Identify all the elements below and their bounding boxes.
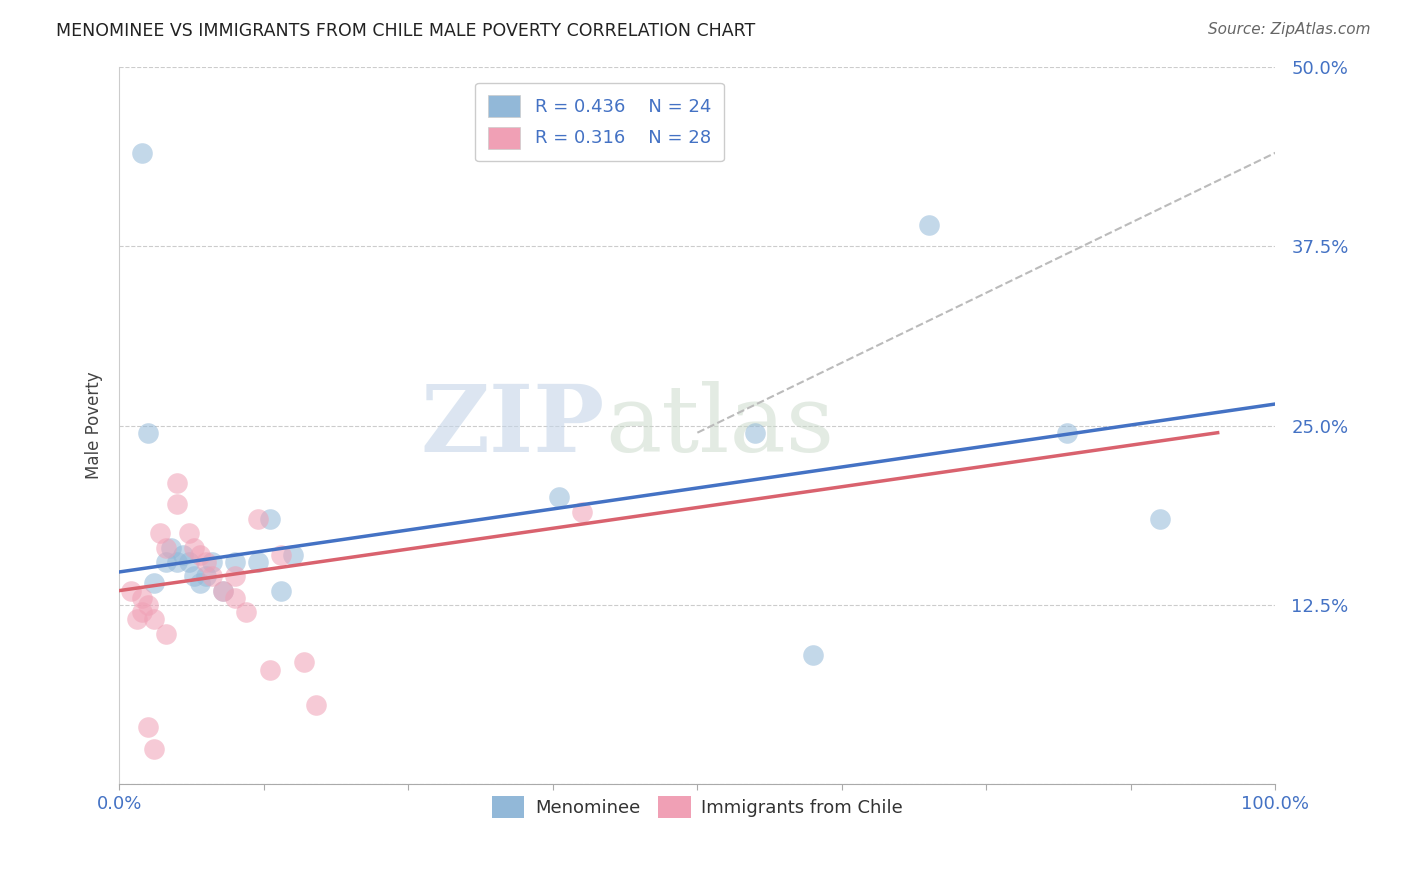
Point [136, 425, 159, 440]
Point [143, 612, 166, 626]
Point [131, 591, 153, 605]
Point [201, 555, 224, 569]
Point [160, 541, 183, 555]
Point [131, 145, 153, 160]
Point [188, 548, 211, 562]
Point [744, 425, 766, 440]
Point [136, 598, 159, 612]
Point [270, 548, 292, 562]
Text: ZIP: ZIP [420, 381, 605, 470]
Point [195, 569, 218, 583]
Point [259, 663, 281, 677]
Point [1149, 512, 1171, 526]
Point [188, 576, 211, 591]
Point [547, 491, 569, 505]
Point [201, 569, 224, 583]
Point [247, 555, 270, 569]
Point [155, 541, 177, 555]
Point [183, 569, 205, 583]
Point [917, 218, 939, 232]
Text: atlas: atlas [605, 381, 834, 470]
Point [305, 698, 328, 713]
Point [212, 583, 235, 598]
Point [120, 583, 142, 598]
Point [166, 498, 188, 512]
Point [281, 548, 304, 562]
Point [195, 555, 218, 569]
Point [292, 656, 315, 670]
Point [143, 741, 166, 756]
Point [136, 720, 159, 734]
Point [172, 548, 194, 562]
Point [259, 512, 281, 526]
Text: MENOMINEE VS IMMIGRANTS FROM CHILE MALE POVERTY CORRELATION CHART: MENOMINEE VS IMMIGRANTS FROM CHILE MALE … [56, 22, 755, 40]
Point [149, 526, 172, 541]
Point [166, 475, 188, 490]
Point [143, 576, 166, 591]
Point [155, 555, 177, 569]
Point [224, 591, 246, 605]
Point [131, 605, 153, 619]
Legend: Menominee, Immigrants from Chile: Menominee, Immigrants from Chile [484, 789, 911, 826]
Point [270, 583, 292, 598]
Point [125, 612, 148, 626]
Point [235, 605, 257, 619]
Point [166, 555, 188, 569]
Point [247, 512, 270, 526]
Point [1056, 425, 1078, 440]
Text: Source: ZipAtlas.com: Source: ZipAtlas.com [1208, 22, 1371, 37]
Point [183, 541, 205, 555]
Point [155, 626, 177, 640]
Point [177, 555, 200, 569]
Y-axis label: Male Poverty: Male Poverty [86, 372, 103, 479]
Point [801, 648, 824, 663]
Point [212, 583, 235, 598]
Point [224, 569, 246, 583]
Point [177, 526, 200, 541]
Point [571, 505, 593, 519]
Point [224, 555, 246, 569]
